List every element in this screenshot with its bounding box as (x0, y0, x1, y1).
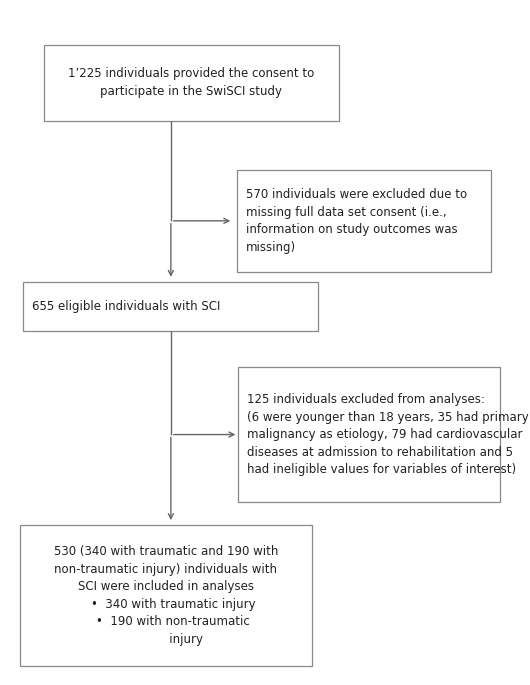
Text: 125 individuals excluded from analyses:
(6 were younger than 18 years, 35 had pr: 125 individuals excluded from analyses: … (248, 393, 529, 476)
Text: 1’225 individuals provided the consent to
participate in the SwiSCI study: 1’225 individuals provided the consent t… (68, 68, 314, 98)
Bar (238, 367, 500, 502)
Text: 530 (340 with traumatic and 190 with
non-traumatic injury) individuals with
SCI : 530 (340 with traumatic and 190 with non… (54, 545, 278, 646)
Bar (43, 45, 339, 121)
Text: 655 eligible individuals with SCI: 655 eligible individuals with SCI (32, 300, 221, 313)
Bar (237, 170, 491, 272)
Bar (20, 525, 312, 667)
Text: 570 individuals were excluded due to
missing full data set consent (i.e.,
inform: 570 individuals were excluded due to mis… (246, 188, 467, 253)
Bar (23, 282, 319, 331)
